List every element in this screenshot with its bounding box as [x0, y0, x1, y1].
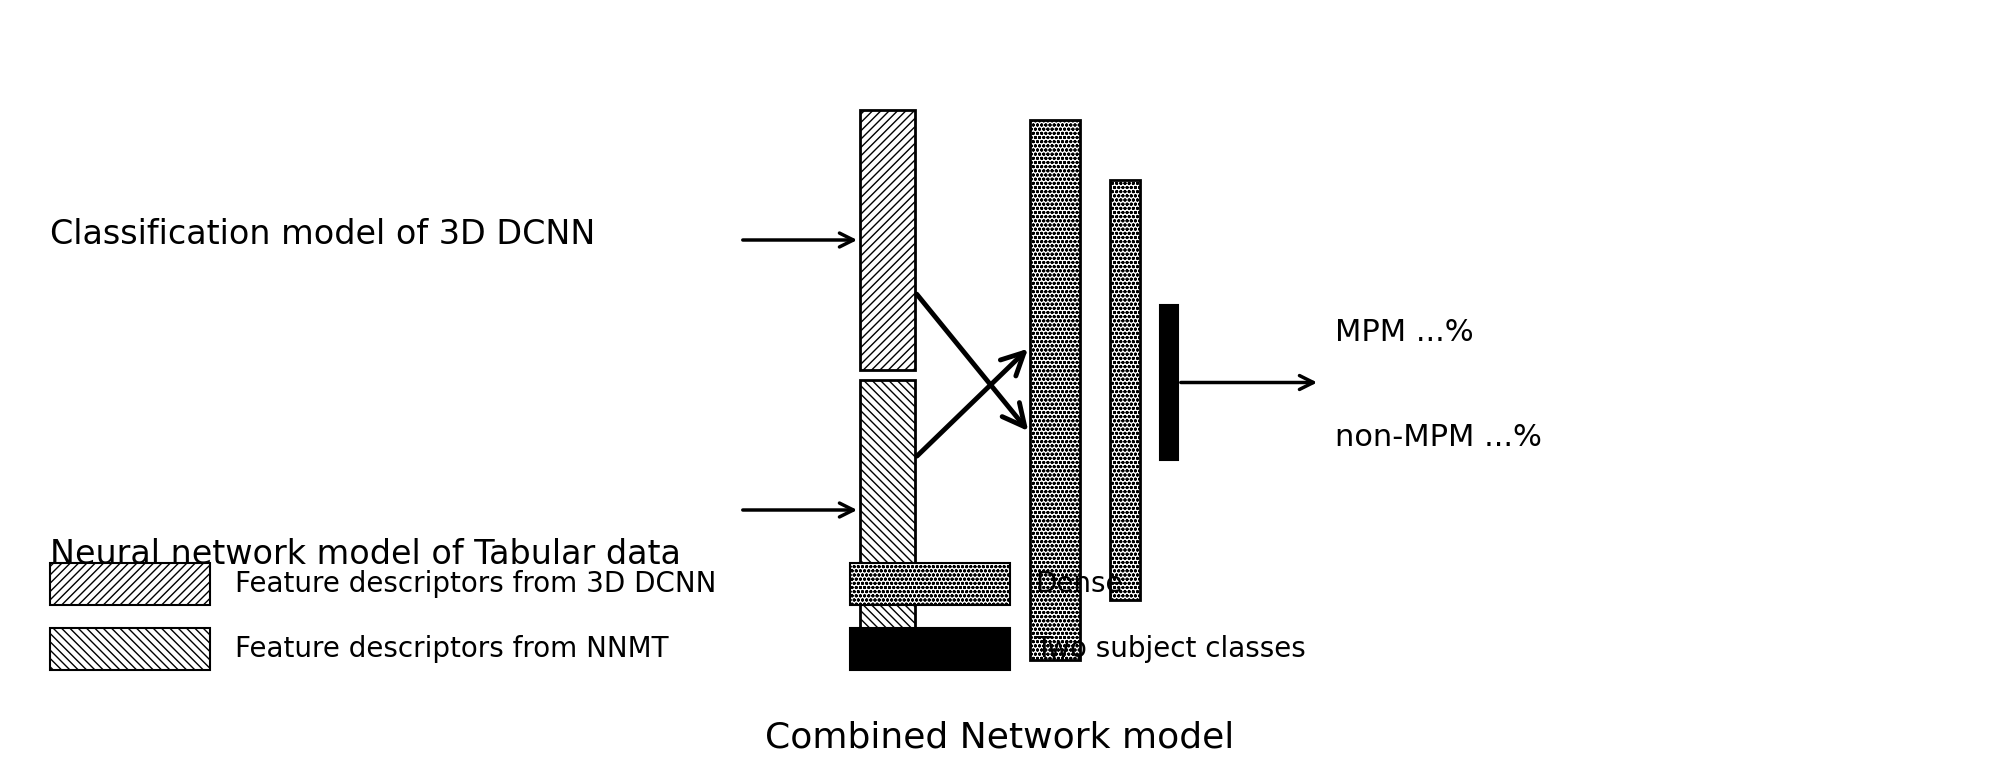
Bar — [860, 110, 916, 370]
Text: non-MPM ...%: non-MPM ...% — [1336, 423, 1542, 452]
Text: Classification model of 3D DCNN: Classification model of 3D DCNN — [50, 219, 596, 252]
Bar — [860, 380, 916, 640]
Bar — [1160, 305, 1178, 460]
Text: Combined Network model: Combined Network model — [766, 721, 1234, 755]
Text: Neural network model of Tabular data: Neural network model of Tabular data — [50, 539, 680, 572]
Bar — [1030, 120, 1080, 660]
Bar — [1110, 180, 1140, 600]
Bar — [50, 563, 210, 605]
Bar — [850, 628, 1010, 670]
Text: Feature descriptors from NNMT: Feature descriptors from NNMT — [236, 635, 668, 663]
Bar — [850, 563, 1010, 605]
Text: Two subject classes: Two subject classes — [1036, 635, 1306, 663]
Bar — [50, 628, 210, 670]
Text: MPM ...%: MPM ...% — [1336, 318, 1474, 347]
Text: Feature descriptors from 3D DCNN: Feature descriptors from 3D DCNN — [236, 570, 716, 598]
Text: Dense: Dense — [1036, 570, 1122, 598]
